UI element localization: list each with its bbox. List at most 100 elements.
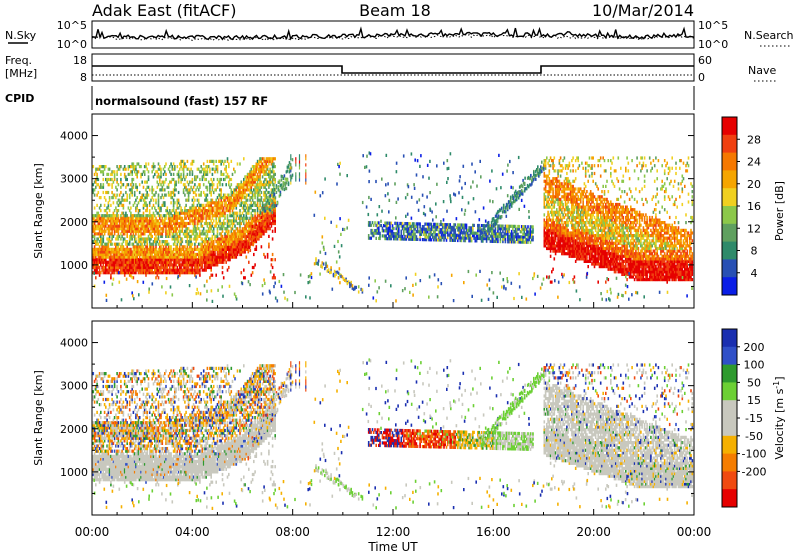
data-cell	[165, 271, 167, 275]
data-cell	[182, 263, 185, 267]
data-cell	[138, 165, 141, 169]
data-cell	[111, 227, 113, 231]
data-cell	[192, 237, 195, 241]
data-cell	[108, 227, 111, 231]
data-cell	[192, 247, 195, 251]
data-cell	[172, 242, 175, 246]
data-cell	[145, 260, 147, 264]
data-cell	[181, 237, 184, 241]
data-cell	[116, 172, 118, 176]
data-cell	[131, 185, 133, 189]
data-cell	[141, 245, 143, 249]
data-cell	[148, 252, 151, 257]
data-cell	[271, 229, 274, 233]
data-cell	[164, 263, 166, 267]
data-cell	[97, 263, 100, 267]
data-cell	[189, 271, 191, 275]
data-cell	[324, 177, 326, 181]
data-cell	[192, 201, 195, 205]
data-cell	[314, 190, 317, 194]
data-cell	[157, 196, 160, 200]
data-cell	[171, 250, 174, 254]
data-cell	[101, 268, 103, 272]
data-cell	[478, 218, 481, 222]
data-cell	[150, 224, 152, 228]
data-cell	[429, 159, 431, 163]
data-cell	[253, 230, 256, 234]
data-cell	[190, 247, 192, 251]
data-cell	[162, 268, 165, 272]
data-cell	[315, 257, 317, 261]
data-cell	[148, 255, 151, 259]
data-cell	[317, 262, 319, 266]
data-cell	[179, 211, 181, 215]
data-cell	[143, 250, 146, 254]
data-cell	[97, 265, 100, 270]
data-cell	[195, 255, 197, 259]
data-cell	[116, 271, 118, 275]
data-cell	[176, 250, 179, 254]
data-cell	[160, 175, 162, 179]
data-cell	[510, 204, 513, 208]
data-cell	[106, 216, 108, 220]
data-cell	[121, 258, 123, 262]
data-cell	[180, 219, 182, 223]
data-cell	[98, 260, 101, 264]
data-cell	[506, 206, 509, 210]
data-cell	[106, 260, 108, 264]
data-cell	[102, 271, 105, 275]
data-cell	[181, 268, 184, 272]
data-cell	[182, 252, 185, 257]
data-cell	[154, 247, 156, 251]
data-cell	[177, 271, 180, 275]
data-cell	[176, 242, 179, 246]
data-cell	[133, 165, 136, 169]
data-cell	[102, 250, 105, 254]
data-cell	[181, 167, 184, 171]
data-cell	[146, 260, 148, 264]
data-cell	[121, 252, 123, 257]
nsky-tick-top: 10^5	[57, 19, 87, 32]
data-cell	[220, 188, 222, 192]
data-cell	[195, 216, 197, 220]
data-cell	[131, 170, 133, 174]
data-cell	[159, 180, 161, 184]
data-cell	[135, 221, 137, 226]
data-cell	[102, 237, 105, 241]
data-cell	[107, 214, 110, 218]
data-cell	[164, 265, 166, 270]
data-cell	[143, 227, 146, 231]
data-cell	[254, 263, 256, 267]
data-cell	[113, 271, 116, 275]
data-cell	[140, 227, 142, 231]
data-cell	[290, 169, 292, 173]
data-cell	[116, 242, 118, 246]
data-cell	[179, 175, 181, 179]
data-cell	[184, 265, 186, 270]
data-cell	[137, 201, 140, 205]
data-cell	[295, 175, 297, 179]
data-cell	[126, 255, 128, 259]
data-cell	[103, 232, 106, 236]
data-cell	[95, 185, 97, 189]
data-cell	[191, 214, 194, 218]
data-cell	[181, 258, 184, 262]
data-cell	[230, 177, 233, 182]
data-cell	[131, 190, 133, 195]
data-cell	[185, 232, 187, 236]
data-cell	[120, 252, 122, 257]
data-cell	[135, 198, 137, 202]
data-cell	[115, 224, 117, 228]
data-cell	[147, 193, 150, 197]
data-cell	[175, 232, 177, 236]
data-cell	[135, 224, 137, 228]
data-cell	[96, 211, 98, 215]
data-cell	[181, 221, 184, 226]
data-cell	[165, 268, 167, 272]
data-cell	[167, 268, 170, 272]
data-cell	[146, 271, 148, 275]
data-cell	[152, 198, 155, 202]
data-cell	[101, 255, 103, 259]
data-cell	[186, 263, 189, 267]
data-cell	[141, 242, 143, 246]
